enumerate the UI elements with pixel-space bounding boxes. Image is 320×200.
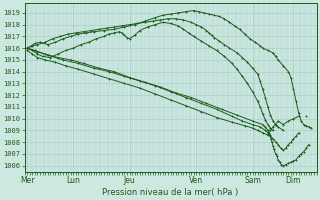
X-axis label: Pression niveau de la mer( hPa ): Pression niveau de la mer( hPa ) [102,188,239,197]
